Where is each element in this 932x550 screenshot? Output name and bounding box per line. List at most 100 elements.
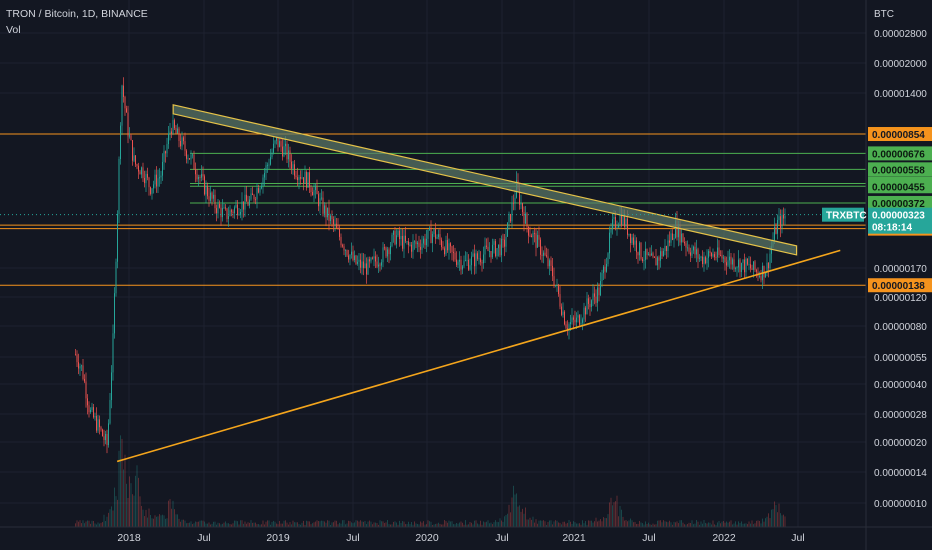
candle-body bbox=[551, 265, 553, 277]
volume-bar bbox=[166, 518, 168, 527]
candle-body bbox=[224, 207, 226, 209]
candle-body bbox=[335, 223, 337, 228]
time-axis[interactable]: 2018 Jul 2019 Jul 2020 Jul 2021 Jul 2022 Jul bbox=[0, 526, 932, 544]
volume-bar bbox=[566, 522, 568, 527]
candle-body bbox=[622, 214, 624, 225]
candle-body bbox=[274, 140, 276, 144]
volume-bar bbox=[572, 521, 574, 527]
y-tick-label: 0.00000170 bbox=[874, 264, 927, 275]
candle-body bbox=[376, 261, 378, 267]
volume-bar bbox=[253, 522, 255, 527]
candle-body bbox=[485, 245, 487, 247]
candle-body bbox=[763, 265, 765, 278]
candle-body bbox=[208, 196, 210, 201]
candle-body bbox=[614, 217, 616, 228]
candle-body bbox=[350, 251, 352, 255]
volume-bar bbox=[337, 524, 339, 527]
volume-bar bbox=[635, 524, 637, 527]
candle-body bbox=[545, 255, 547, 257]
candle-body bbox=[406, 241, 408, 243]
volume-bar bbox=[353, 522, 355, 527]
volume-bar bbox=[472, 524, 474, 527]
volume-bar bbox=[665, 521, 667, 527]
volume-bar bbox=[256, 524, 258, 527]
volume-bar bbox=[289, 522, 291, 527]
candle-body bbox=[646, 248, 648, 255]
candle-body bbox=[161, 161, 163, 176]
volume-bar bbox=[466, 524, 468, 527]
candle-body bbox=[355, 255, 357, 264]
candle-body bbox=[292, 164, 294, 169]
volume-bar bbox=[209, 524, 211, 527]
candle-body bbox=[524, 213, 526, 224]
volume-bar bbox=[295, 522, 297, 527]
volume-bar bbox=[248, 522, 250, 527]
candle-body bbox=[509, 214, 511, 222]
volume-bar bbox=[625, 519, 627, 527]
candle-body bbox=[107, 423, 109, 446]
candle-body bbox=[295, 175, 297, 178]
volume-bar bbox=[352, 523, 354, 527]
volume-bar bbox=[605, 518, 607, 527]
volume-bar bbox=[532, 516, 534, 527]
volume-bar bbox=[655, 524, 657, 527]
candle-body bbox=[446, 240, 448, 251]
volume-bar bbox=[355, 520, 357, 527]
volume-bar bbox=[182, 519, 184, 527]
candle-body bbox=[542, 252, 544, 256]
grid bbox=[0, 0, 866, 527]
volume-bar bbox=[473, 520, 475, 527]
volume-bar bbox=[677, 523, 679, 527]
candle-body bbox=[499, 244, 501, 256]
candle-body bbox=[484, 245, 486, 255]
volume-bar bbox=[737, 521, 739, 527]
candle-body bbox=[725, 262, 727, 266]
candle-body bbox=[296, 177, 298, 181]
trendlines[interactable] bbox=[116, 104, 841, 463]
volume-bar bbox=[568, 520, 570, 527]
volume-bar bbox=[554, 520, 556, 527]
candle-body bbox=[706, 257, 708, 264]
volume-bar bbox=[683, 524, 685, 527]
candle-body bbox=[226, 208, 228, 219]
volume-bar bbox=[263, 524, 265, 527]
volume-bar bbox=[143, 516, 145, 527]
ascending-support-line[interactable] bbox=[116, 249, 841, 463]
volume-indicator-label[interactable]: Vol bbox=[6, 24, 21, 36]
volume-bar bbox=[217, 522, 219, 527]
candle-body bbox=[85, 381, 87, 399]
volume-bar bbox=[454, 524, 456, 527]
volume-bar bbox=[407, 521, 409, 527]
candle-body bbox=[674, 220, 676, 238]
volume-bar bbox=[319, 521, 321, 527]
descending-channel[interactable] bbox=[172, 104, 798, 256]
volume-bar bbox=[77, 521, 79, 527]
volume-bar bbox=[325, 522, 327, 527]
candle-body bbox=[436, 237, 438, 239]
volume-bar bbox=[754, 523, 756, 527]
candle-body bbox=[80, 365, 82, 367]
candle-body bbox=[409, 244, 411, 246]
candle-body bbox=[173, 120, 175, 129]
candle-body bbox=[361, 261, 363, 268]
candle-body bbox=[106, 433, 108, 446]
candle-body bbox=[445, 240, 447, 255]
volume-bar bbox=[688, 522, 690, 527]
volume-bar bbox=[371, 524, 373, 527]
candle-body bbox=[685, 243, 687, 248]
level-tag-label: 0.00000372 bbox=[872, 199, 925, 210]
candle-body bbox=[92, 407, 94, 418]
volume-bar bbox=[377, 524, 379, 527]
price-axis[interactable]: 0.00002800 0.00002000 0.00001400 0.00000170… bbox=[865, 0, 927, 550]
candle-body bbox=[572, 317, 574, 320]
candle-body bbox=[596, 287, 598, 303]
volume-bar bbox=[581, 520, 583, 527]
candle-body bbox=[145, 173, 147, 184]
volume-bar bbox=[433, 524, 435, 527]
volume-bar bbox=[211, 523, 213, 527]
volume-bar bbox=[691, 520, 693, 527]
candle-body bbox=[248, 199, 250, 206]
volume-bar bbox=[131, 494, 133, 527]
